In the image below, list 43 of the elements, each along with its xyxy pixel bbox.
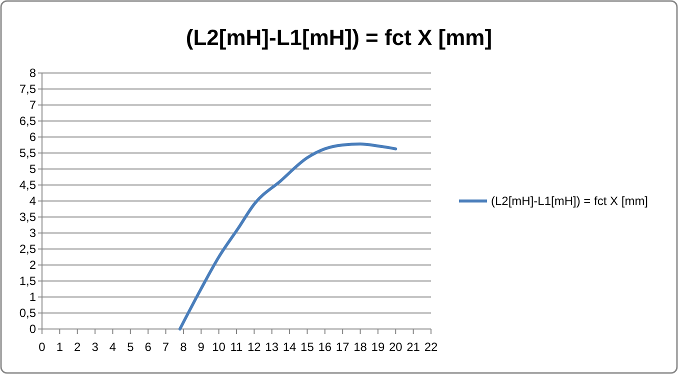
y-tick-label: 1: [29, 290, 36, 304]
y-tick-label: 7,5: [19, 82, 36, 96]
x-tick-label: 11: [230, 340, 244, 354]
x-tick-label: 4: [109, 340, 116, 354]
y-tick-label: 3,5: [19, 210, 36, 224]
y-tick-label: 6: [29, 130, 36, 144]
x-tick-label: 19: [371, 340, 385, 354]
x-tick-label: 3: [92, 340, 99, 354]
x-tick-label: 9: [198, 340, 205, 354]
x-tick-label: 12: [248, 340, 262, 354]
x-tick-label: 6: [144, 340, 152, 354]
x-tick-label: 8: [180, 340, 188, 354]
y-tick-label: 0,5: [19, 306, 36, 320]
y-tick-label: 1,5: [19, 274, 36, 288]
x-tick-label: 5: [127, 340, 134, 354]
x-tick-label: 10: [212, 340, 226, 354]
y-tick-label: 6,5: [19, 114, 36, 128]
x-tick-label: 21: [406, 340, 420, 354]
line-series: [178, 142, 398, 330]
x-tick-label: 15: [300, 340, 314, 354]
x-tick-label: 0: [38, 340, 46, 354]
x-tick-label: 1: [56, 340, 64, 354]
legend-label: (L2[mH]-L1[mH]) = fct X [mm]: [491, 194, 648, 208]
y-tick-label: 5: [29, 162, 36, 176]
x-tick-label: 2: [74, 340, 82, 354]
y-tick-label: 5,5: [19, 146, 36, 160]
y-tick-label: 2: [29, 258, 36, 272]
x-tick-label: 13: [265, 340, 279, 354]
y-tick-label: 8: [29, 66, 36, 80]
x-tick-label: 16: [318, 340, 332, 354]
y-tick-label: 3: [29, 226, 36, 240]
y-tick-label: 7: [29, 98, 36, 112]
x-tick-label: 14: [282, 340, 297, 354]
y-tick-label: 2,5: [19, 242, 36, 256]
x-tick-label: 22: [424, 340, 438, 354]
y-tick-label: 4: [29, 194, 36, 208]
x-tick-label: 18: [354, 340, 368, 354]
y-tick-label: 0: [29, 322, 36, 336]
chart-title: (L2[mH]-L1[mH]) = fct X [mm]: [186, 25, 492, 50]
x-tick-label: 20: [388, 340, 403, 354]
y-tick-label: 4,5: [19, 178, 36, 192]
x-tick-label: 7: [162, 340, 170, 354]
x-tick-label: 17: [336, 340, 350, 354]
